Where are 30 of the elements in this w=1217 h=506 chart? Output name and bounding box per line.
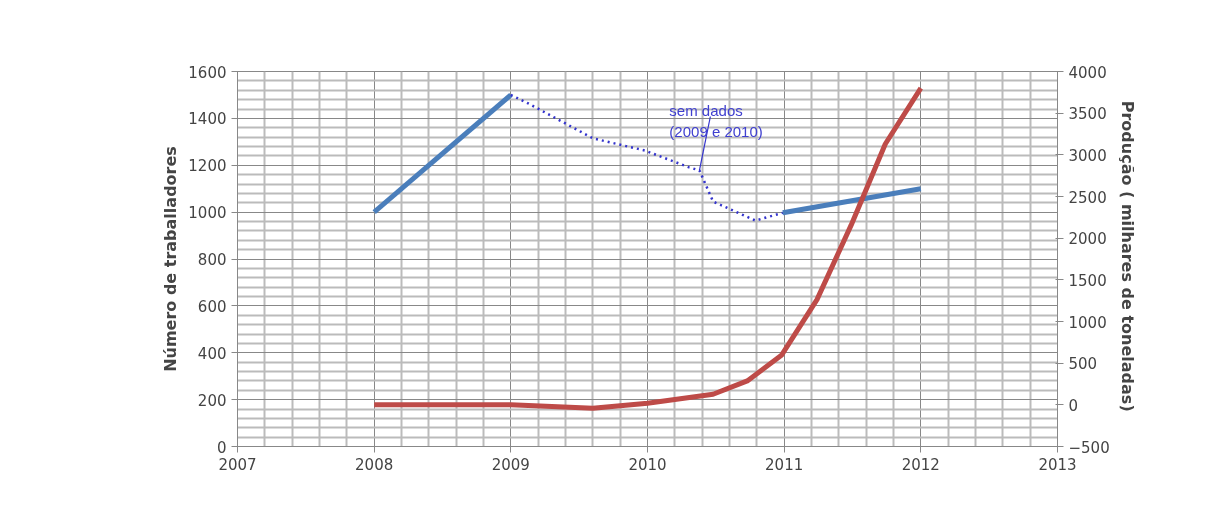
y2-tick-label: 500: [1068, 355, 1098, 374]
y-tick-label: 1200: [188, 157, 227, 176]
y-tick-label: 800: [197, 251, 227, 269]
x-tick-label: 2011: [765, 455, 804, 474]
x-tick-label: 2009: [491, 455, 530, 474]
y-tick-label: 400: [197, 344, 227, 363]
y2-tick-label: −500: [1068, 438, 1110, 457]
y2-tick-label: 3500: [1068, 105, 1107, 124]
y-axis-title: Número de traballadores: [161, 146, 181, 372]
y2-tick-label: 0: [1068, 396, 1079, 415]
y2-tick-label: 4000: [1068, 63, 1107, 82]
x-tick-label: 2008: [355, 455, 394, 474]
x-tick-label: 2013: [1038, 455, 1077, 474]
y-tick-label: 1400: [188, 110, 227, 129]
y-tick-label: 1000: [188, 204, 227, 223]
y2-tick-label: 2000: [1068, 230, 1107, 249]
x-tick-label: 2010: [628, 455, 667, 474]
y-tick-label: 0: [216, 438, 227, 457]
annotation: sem dados (2009 e 2010): [669, 102, 763, 140]
y2-tick-label: 1500: [1068, 271, 1107, 290]
x-tick-label: 2007: [218, 455, 257, 474]
y2-tick-label: 1000: [1068, 313, 1107, 332]
y2-axis-title: Produção ( milhares de toneladas): [1117, 100, 1137, 412]
y-tick-label: 1600: [188, 63, 227, 82]
y2-tick-label: 3000: [1068, 146, 1107, 165]
y-tick-label: 600: [197, 297, 227, 316]
y2-tick-label: 2500: [1068, 188, 1107, 207]
x-tick-label: 2012: [901, 455, 940, 474]
y-tick-label: 200: [197, 391, 227, 410]
line-series: [509, 93, 785, 222]
